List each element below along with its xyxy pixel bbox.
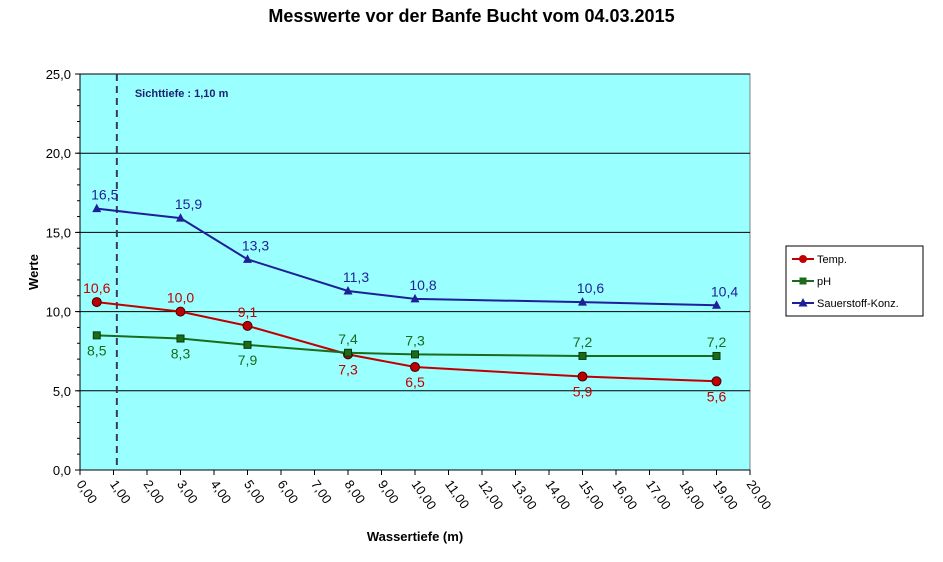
data-label: 7,3 <box>338 361 358 377</box>
legend-marker <box>799 255 807 263</box>
data-label: 7,3 <box>405 332 425 348</box>
y-tick-label: 20,0 <box>46 146 71 161</box>
data-label: 10,0 <box>167 290 194 306</box>
data-label: 16,5 <box>91 187 118 203</box>
x-tick-label: 16,00 <box>610 477 641 512</box>
data-label: 8,3 <box>171 346 191 362</box>
data-label: 13,3 <box>242 237 269 253</box>
data-label: 5,9 <box>573 384 593 400</box>
x-tick-label: 8,00 <box>342 477 369 506</box>
data-point <box>411 350 419 359</box>
x-tick-label: 10,00 <box>409 477 440 512</box>
data-point <box>92 331 101 340</box>
data-label: 7,4 <box>338 331 358 347</box>
data-point <box>243 340 252 349</box>
x-tick-label: 3,00 <box>174 477 201 506</box>
x-tick-label: 2,00 <box>141 477 168 506</box>
x-tick-label: 13,00 <box>509 477 540 512</box>
x-tick-label: 19,00 <box>710 477 741 512</box>
legend-label: pH <box>817 276 831 288</box>
x-tick-label: 20,00 <box>744 477 775 512</box>
data-point <box>242 320 253 331</box>
data-label: 7,2 <box>573 334 593 350</box>
data-point <box>712 351 721 360</box>
data-point <box>176 334 185 343</box>
legend-label: Sauerstoff-Konz. <box>817 298 899 310</box>
data-label: 11,3 <box>343 269 369 285</box>
data-point <box>343 286 353 295</box>
y-tick-label: 25,0 <box>46 67 71 82</box>
data-point <box>176 213 185 222</box>
data-point <box>578 351 587 360</box>
data-label: 7,2 <box>707 334 727 350</box>
data-label: 7,9 <box>238 352 258 368</box>
x-tick-label: 18,00 <box>677 477 708 512</box>
y-tick-label: 0,0 <box>53 463 71 478</box>
x-tick-label: 6,00 <box>275 477 302 506</box>
y-tick-label: 10,0 <box>46 305 71 320</box>
data-label: 6,5 <box>405 374 425 390</box>
data-point <box>577 371 588 382</box>
data-label: 5,6 <box>707 388 727 404</box>
data-point <box>712 300 721 309</box>
y-tick-label: 5,0 <box>53 384 71 399</box>
x-tick-label: 12,00 <box>476 477 507 512</box>
data-point <box>344 348 352 357</box>
data-point <box>92 203 102 213</box>
x-tick-label: 1,00 <box>107 477 134 506</box>
x-tick-label: 7,00 <box>308 477 335 506</box>
x-tick-label: 11,00 <box>442 477 472 511</box>
legend-label: Temp. <box>817 254 847 266</box>
data-point <box>243 254 252 263</box>
y-axis-title: Werte <box>26 254 41 290</box>
x-tick-label: 4,00 <box>208 477 235 506</box>
x-tick-label: 5,00 <box>241 477 268 506</box>
data-point <box>175 306 186 317</box>
data-label: 8,5 <box>87 342 107 358</box>
data-label: 10,6 <box>83 280 110 296</box>
data-label: 10,6 <box>577 280 604 296</box>
x-tick-label: 17,00 <box>643 477 674 512</box>
chart-title: Messwerte vor der Banfe Bucht vom 04.03.… <box>268 6 675 26</box>
sichttiefe-annotation: Sichttiefe : 1,10 m <box>135 88 229 100</box>
x-axis-title: Wassertiefe (m) <box>367 529 463 544</box>
data-label: 10,8 <box>409 277 436 293</box>
data-label: 15,9 <box>175 196 202 212</box>
x-tick-label: 9,00 <box>375 477 402 506</box>
data-point <box>578 297 587 306</box>
data-point <box>410 362 420 373</box>
data-point <box>410 293 420 303</box>
y-tick-label: 15,0 <box>46 225 71 240</box>
plot-area <box>79 73 751 471</box>
data-label: 10,4 <box>711 283 738 299</box>
legend-marker <box>799 277 807 285</box>
x-tick-label: 15,00 <box>576 477 607 512</box>
x-tick-label: 0,00 <box>74 477 101 506</box>
data-point <box>91 297 102 308</box>
legend-marker <box>798 298 808 307</box>
x-tick-label: 14,00 <box>543 477 574 512</box>
data-point <box>711 376 722 387</box>
data-label: 9,1 <box>238 304 258 320</box>
